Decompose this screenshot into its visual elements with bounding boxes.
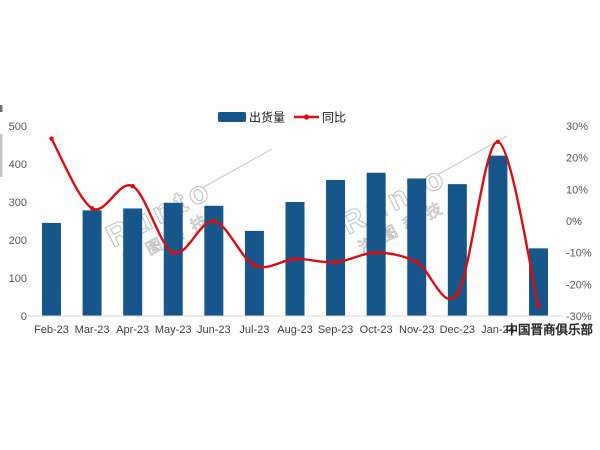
- club-watermark-text: 中国晋商俱乐部: [505, 322, 593, 337]
- legend-bar-label: 出货量: [249, 110, 285, 125]
- bar-May-23: [163, 202, 183, 316]
- left-axis-tick: 100: [9, 273, 27, 285]
- x-axis-label: Mar-23: [75, 324, 110, 336]
- yoy-marker: [536, 304, 541, 309]
- legend-line-marker: [303, 114, 310, 120]
- yoy-marker: [333, 259, 338, 265]
- x-axis-label: Sep-23: [318, 324, 353, 336]
- watermark-edge-fragment: [0, 105, 3, 177]
- yoy-marker: [252, 263, 257, 268]
- bar-Jan-24: [488, 155, 508, 316]
- x-axis-label: Apr-23: [116, 324, 149, 336]
- yoy-marker: [171, 250, 176, 255]
- yoy-marker: [292, 256, 298, 262]
- yoy-marker: [89, 206, 95, 211]
- bar-Feb-23: [42, 222, 61, 316]
- x-axis-labels: Feb-23 Mar-23 Apr-23 May-23 Jun-23 Jul-23 Aug-…: [34, 324, 515, 336]
- yoy-marker: [414, 259, 419, 265]
- yoy-marker: [373, 250, 379, 255]
- right-axis-tick: -20%: [566, 279, 592, 291]
- right-axis-tick: 0%: [566, 216, 582, 228]
- yoy-marker: [211, 218, 217, 224]
- bar-Mar-23: [82, 210, 102, 316]
- left-axis-tick: 200: [9, 235, 27, 247]
- yoy-marker: [49, 136, 54, 141]
- x-axis-label: Feb-23: [34, 324, 69, 336]
- x-axis-label: Jul-23: [239, 324, 269, 336]
- yoy-marker: [130, 183, 135, 189]
- bar-Jun-23: [204, 205, 224, 316]
- right-axis-tick: 30%: [566, 121, 588, 133]
- legend-bar-swatch: [218, 112, 246, 122]
- right-axis-tick: -10%: [566, 248, 592, 260]
- x-axis-label: Oct-23: [360, 324, 393, 336]
- bar-Sep-23: [326, 179, 346, 316]
- legend-line-label: 同比: [322, 111, 346, 125]
- x-axis-label: Jan-24: [481, 324, 515, 336]
- right-axis-ticks: 30% 20% 10% 0% -10% -20% -30%: [566, 121, 592, 323]
- bar-Apr-23: [123, 208, 143, 316]
- bars-group: [42, 155, 548, 316]
- x-axis-label: Nov-23: [399, 324, 434, 336]
- left-axis-ticks: 0 100 200 300 400 500: [9, 121, 27, 323]
- right-axis-tick: 10%: [566, 184, 588, 196]
- right-axis-tick: 20%: [566, 153, 588, 165]
- left-axis-tick: 300: [9, 197, 27, 209]
- legend: 出货量 同比: [218, 110, 346, 125]
- bar-last: [528, 248, 548, 316]
- x-axis-label: Jun-23: [197, 324, 231, 336]
- left-axis-tick: 400: [9, 159, 27, 171]
- yoy-marker: [495, 139, 501, 145]
- bar-Oct-23: [366, 172, 386, 316]
- x-axis-label: Aug-23: [277, 324, 312, 336]
- yoy-line-group: [49, 136, 541, 309]
- yoy-marker: [455, 291, 460, 297]
- left-axis-tick: 0: [21, 311, 27, 323]
- bar-Dec-23: [447, 184, 467, 316]
- watermark-swoosh: [201, 148, 272, 189]
- right-axis-tick: -30%: [566, 311, 592, 323]
- left-axis-tick: 500: [9, 121, 27, 133]
- bar-Jul-23: [244, 230, 264, 316]
- x-axis-label: May-23: [155, 324, 192, 336]
- x-axis-label: Dec-23: [440, 324, 475, 336]
- bar-Nov-23: [407, 178, 427, 316]
